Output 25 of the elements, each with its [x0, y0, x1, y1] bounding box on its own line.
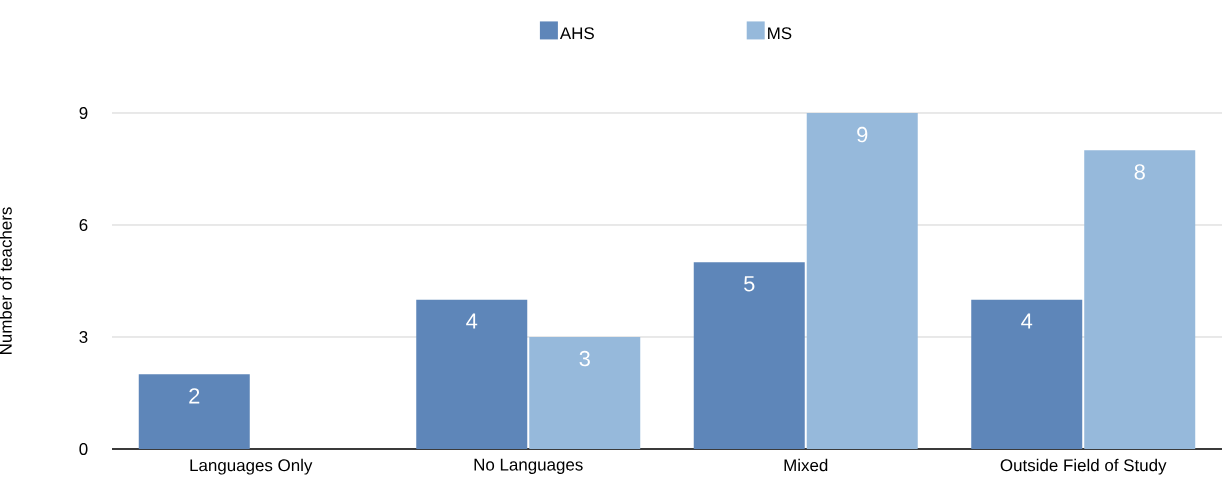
bar [416, 299, 528, 449]
data-label: 2 [189, 388, 200, 404]
data-label: 4 [1021, 313, 1033, 329]
data-label: 9 [857, 126, 868, 143]
y-tick-label: 6 [79, 218, 88, 231]
bar [1084, 150, 1196, 449]
bar [806, 112, 918, 449]
y-tick-label: 3 [79, 330, 88, 343]
data-label: 3 [579, 350, 590, 367]
data-label: 4 [466, 313, 478, 329]
y-tick-label: 9 [79, 106, 88, 119]
y-tick-label: 0 [79, 442, 88, 455]
x-tick-label: Mixed [784, 458, 828, 472]
bar [693, 262, 805, 449]
y-axis-title: Number of teachers [0, 207, 12, 354]
x-tick-label: No Languages [474, 458, 583, 474]
legend-label: MS [768, 27, 792, 40]
legend-label: AHS [559, 27, 594, 40]
bar [138, 374, 250, 449]
x-tick-label: Outside Field of Study [1000, 458, 1167, 475]
data-label: 8 [1134, 164, 1145, 180]
x-tick-label: Languages Only [190, 458, 313, 475]
data-label: 5 [744, 276, 755, 292]
bar [971, 299, 1083, 449]
bar [529, 336, 641, 449]
